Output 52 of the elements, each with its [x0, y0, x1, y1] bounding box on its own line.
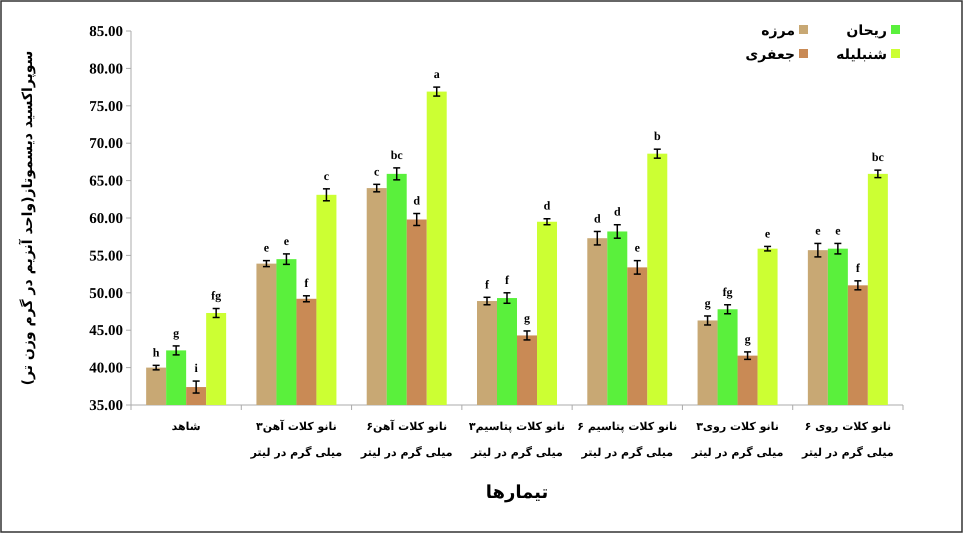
y-tick-label: 60.00: [89, 211, 123, 227]
legend-label: شنبلیله: [836, 47, 887, 63]
data-label: d: [614, 204, 621, 219]
data-label: f: [485, 277, 490, 292]
data-label: f: [304, 276, 310, 290]
y-tick-label: 55.00: [89, 248, 123, 264]
x-tick-label: نانو کلات روی۳ میلی گرم در لیتر: [690, 419, 784, 461]
data-label: d: [594, 211, 601, 226]
x-tick-label: شاهد: [170, 419, 202, 435]
data-label: f: [505, 272, 510, 287]
y-tick-label: 40.00: [89, 360, 123, 377]
data-label: e: [634, 240, 641, 255]
x-tick-label: نانو کلات پتاسیم۳ میلی گرم در لیتر: [468, 419, 566, 461]
legend-label: مرزه: [761, 23, 795, 39]
data-label: h: [152, 345, 160, 360]
y-tick-label: 65.00: [89, 174, 123, 190]
y-tick-label: 75.00: [89, 98, 123, 115]
data-label: fg: [211, 288, 222, 303]
data-label: e: [264, 240, 270, 255]
y-tick-label: 70.00: [89, 136, 123, 152]
data-label: bc: [872, 150, 885, 164]
legend-label: جعفری: [745, 47, 795, 63]
y-tick-label: 45.00: [89, 323, 123, 340]
data-label: f: [856, 260, 861, 275]
data-label: c: [374, 164, 380, 178]
data-label: g: [173, 326, 180, 340]
data-label: bc: [390, 148, 404, 162]
x-tick-label: نانو کلات روی ۶ میلی گرم در لیتر: [800, 419, 895, 461]
data-label: i: [194, 361, 198, 376]
legend-label: ریحان: [846, 23, 887, 39]
data-label: e: [815, 223, 822, 238]
data-label: d: [413, 194, 420, 208]
data-label: fg: [722, 284, 733, 299]
data-label: e: [835, 223, 842, 238]
x-tick-label: نانو کلات آهن۶ میلی گرم در لیتر: [359, 418, 454, 461]
x-tick-label: نانو کلات آهن۳ میلی گرم در لیتر: [249, 418, 344, 461]
x-axis-title: تیمارها: [486, 482, 548, 503]
data-label: c: [324, 168, 330, 183]
x-tick-label: نانو کلات پتاسیم ۶ میلی گرم در لیتر: [576, 419, 678, 461]
data-label: g: [524, 310, 530, 325]
y-tick-label: 80.00: [89, 61, 123, 78]
data-label: a: [434, 67, 440, 82]
y-tick-label: 50.00: [89, 286, 123, 302]
data-label: g: [744, 332, 751, 346]
y-axis-title: سوپراکسید دیسموتاز(واحد آنزیم در گرم وزن تر): [18, 50, 36, 386]
data-label: e: [284, 234, 290, 248]
data-label: b: [654, 129, 661, 144]
y-tick-label: 85.00: [89, 24, 123, 40]
data-label: e: [764, 226, 771, 240]
data-label: d: [544, 198, 551, 213]
data-label: g: [704, 296, 711, 310]
y-tick-label: 35.00: [89, 398, 123, 414]
